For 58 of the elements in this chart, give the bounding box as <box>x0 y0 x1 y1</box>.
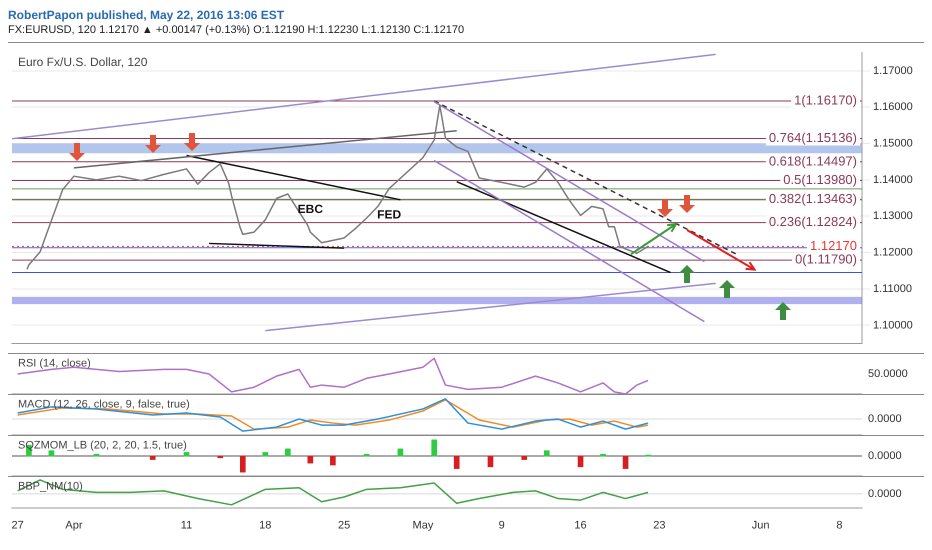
annotation: FED <box>377 207 402 222</box>
text: RobertPapon published, May 22, 2016 13:06 EST <box>8 8 286 24</box>
y-tick-label: 1.17000 <box>873 64 913 77</box>
ref-line-label: 1.12170 <box>810 238 857 253</box>
x-tick-label: Apr <box>65 519 83 532</box>
x-tick-label: 11 <box>180 519 192 532</box>
annotation: EBC <box>298 202 324 216</box>
y-tick-label: 1.16000 <box>873 101 913 114</box>
ref-line-label: 0.382(1.13463) <box>768 190 857 206</box>
x-tick-label: 23 <box>653 519 666 532</box>
bar <box>578 456 584 468</box>
chart-title: RSI (14, close) <box>18 358 91 370</box>
x-tick-label: Jun <box>752 519 770 532</box>
y-tick-label: 1.10000 <box>873 319 913 332</box>
bar <box>48 450 54 456</box>
ref-line-label: 0.0000 <box>868 450 902 462</box>
ref-line-label: 1(1.16170) <box>794 92 857 108</box>
bar <box>544 450 550 456</box>
ref-line-label: 0.5(1.13980) <box>783 172 857 188</box>
y-tick-label: 1.15000 <box>873 138 913 150</box>
bar <box>240 456 246 472</box>
y-tick-label: 1.13000 <box>873 210 913 222</box>
bar <box>184 452 190 456</box>
ref-line-label: 0(1.11790) <box>795 252 857 267</box>
y-tick-label: 1.12000 <box>873 246 913 259</box>
bar <box>521 456 528 460</box>
chart-subtitle: FX:EURUSD, 120 1.12170 ▲ +0.00147 (+0.13%) O:1.12190 H:1.12230 L:1.12130 C:1.12170 <box>8 24 466 38</box>
x-tick-label: 18 <box>259 519 272 532</box>
bar <box>150 456 156 460</box>
bar <box>217 456 224 458</box>
x-tick-label: 27 <box>12 519 24 532</box>
chart-title: SQZMOM_LB (20, 2, 20, 1.5, true) <box>18 440 187 452</box>
x-tick-label: 9 <box>498 519 505 532</box>
x-tick-label: 16 <box>574 519 587 532</box>
bar <box>94 454 100 456</box>
bar <box>285 448 291 456</box>
bar <box>622 456 628 469</box>
ref-line-label: 0.618(1.14497) <box>768 153 857 168</box>
chart-title: Euro Fx/U.S. Dollar, 120 <box>18 54 148 69</box>
x-tick-label: 25 <box>338 519 350 532</box>
text: 50.0000 <box>868 368 908 380</box>
bar <box>431 440 438 456</box>
ref-line-label: 0.0000 <box>868 488 902 500</box>
bar <box>308 456 314 464</box>
y-tick-label: 1.11000 <box>873 282 912 295</box>
x-tick-label: May <box>412 519 434 532</box>
ref-line-label: 0.764(1.15136) <box>768 130 857 146</box>
x-tick-label: 8 <box>836 519 843 532</box>
bar <box>488 456 494 468</box>
bar <box>330 456 336 466</box>
bar <box>600 454 606 456</box>
ref-line-label: 0.0000 <box>868 413 902 426</box>
bar <box>262 452 268 456</box>
bar <box>398 448 404 456</box>
y-tick-label: 1.14000 <box>873 174 913 186</box>
bar <box>364 454 370 456</box>
ref-line-label: 0.236(1.12824) <box>768 214 857 230</box>
bar <box>454 456 460 469</box>
